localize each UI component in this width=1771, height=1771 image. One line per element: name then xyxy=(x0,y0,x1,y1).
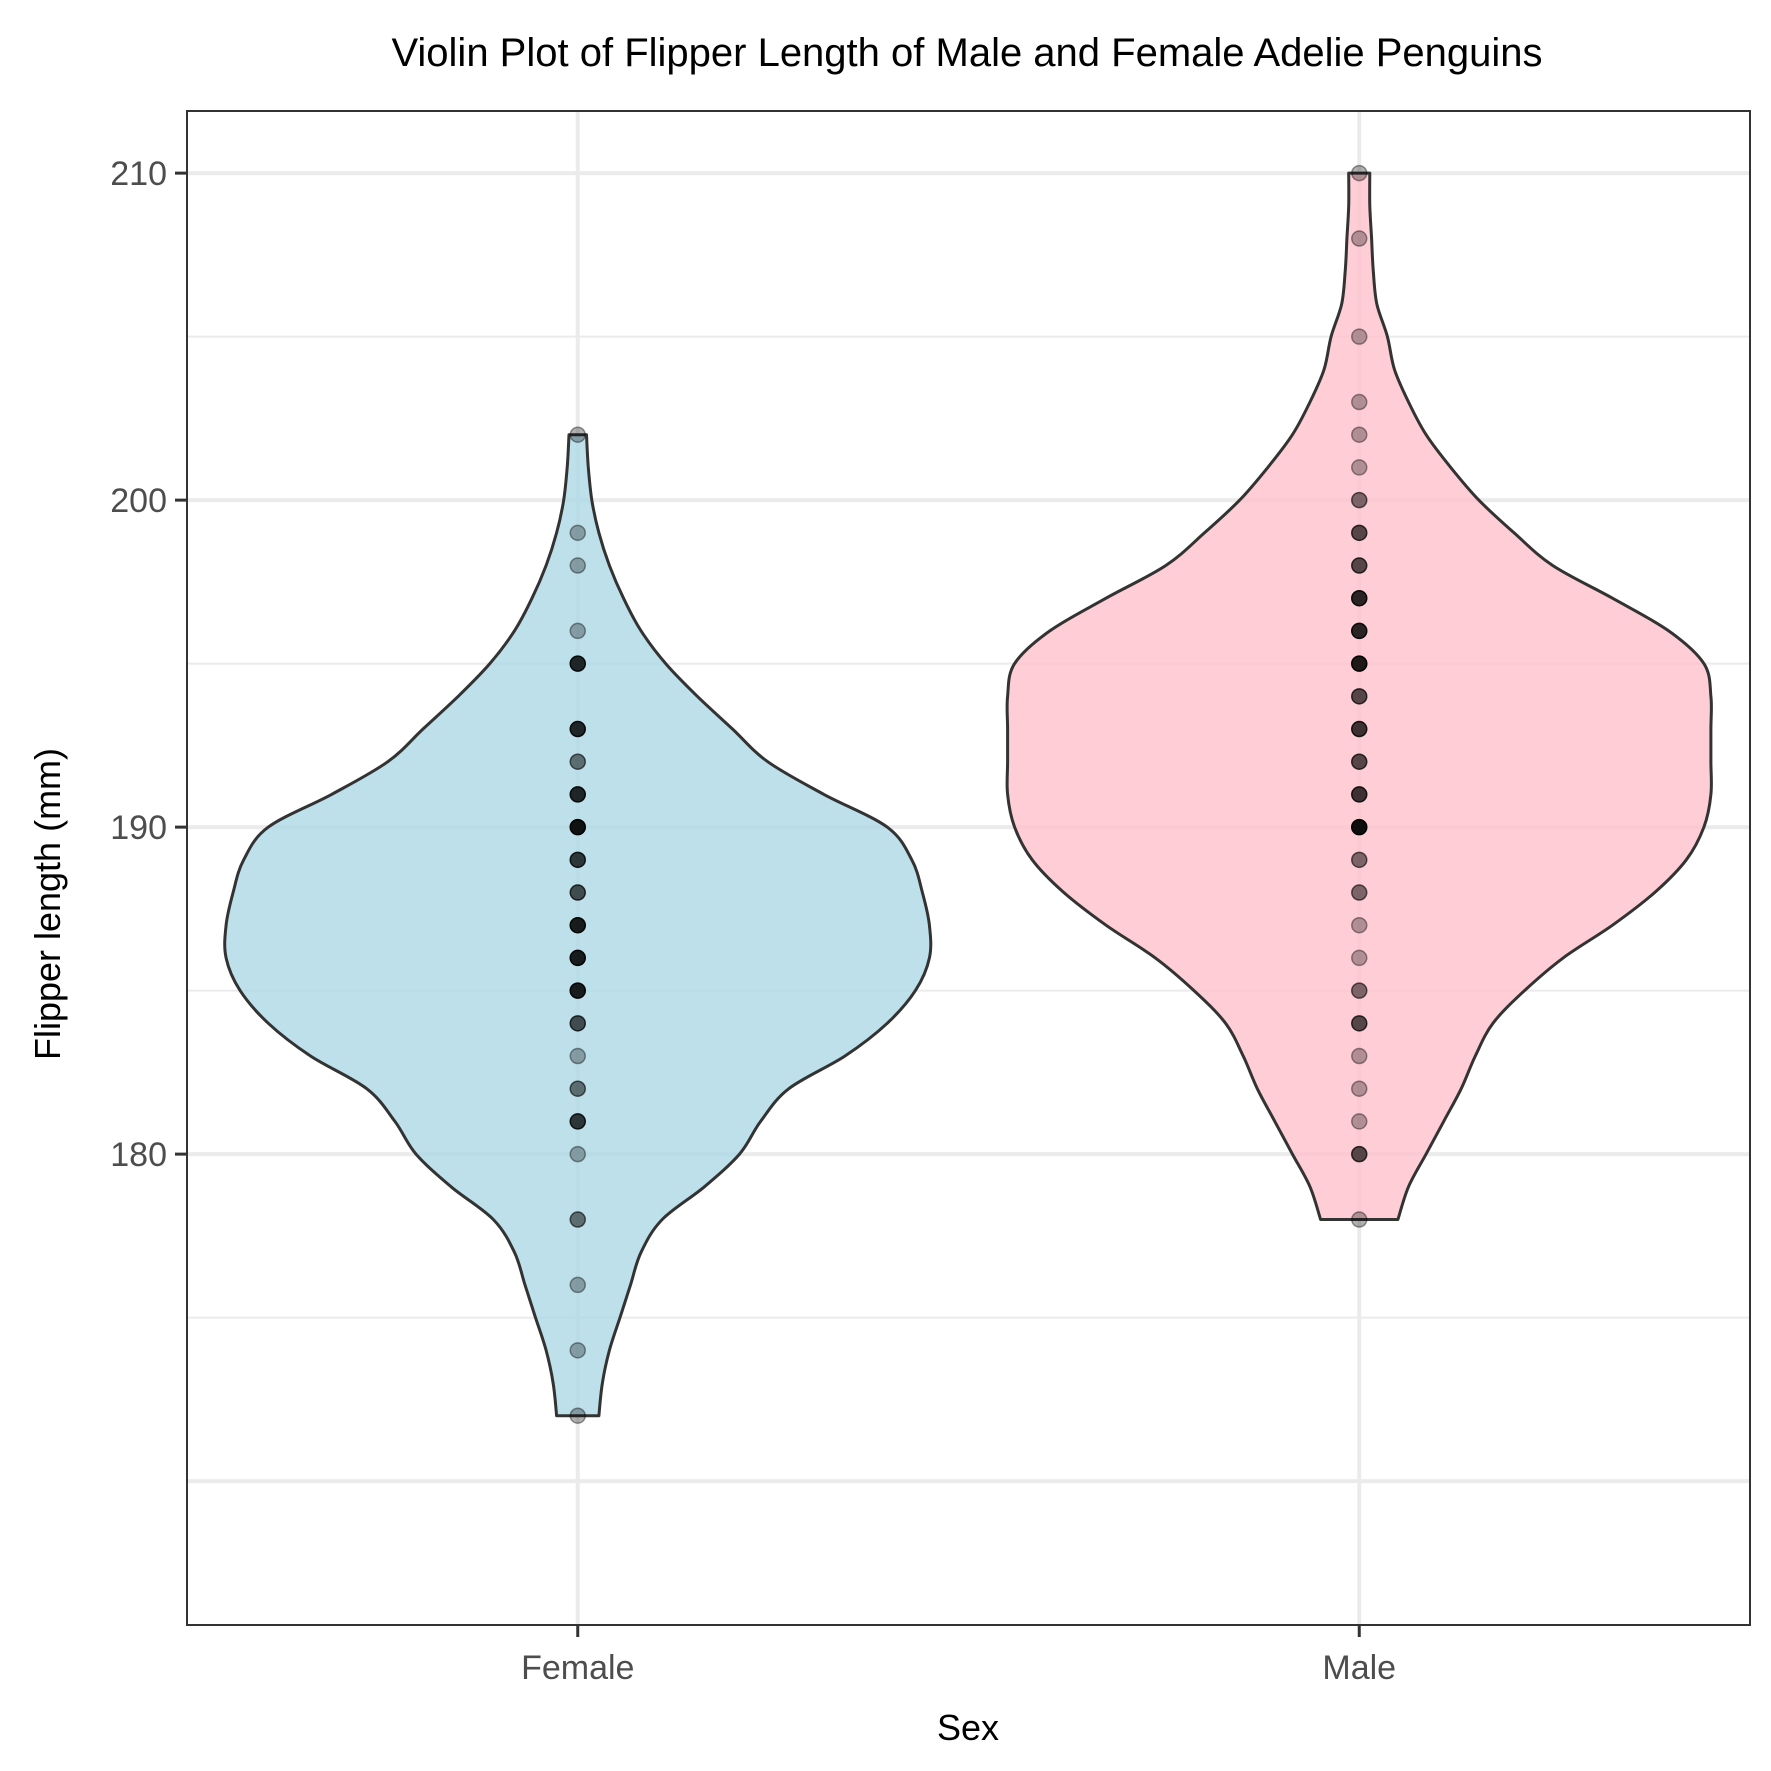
data-point xyxy=(569,524,586,542)
data-point xyxy=(1351,557,1368,574)
data-point xyxy=(569,1015,586,1032)
data-point xyxy=(569,851,586,869)
data-point xyxy=(1351,328,1368,345)
x-axis: Female Male xyxy=(521,1625,1396,1687)
data-point xyxy=(1351,164,1368,182)
data-point xyxy=(569,1211,586,1228)
data-point xyxy=(1351,524,1368,542)
violins xyxy=(223,171,1713,1418)
data-point xyxy=(569,557,586,574)
y-tick-label: 180 xyxy=(110,1136,167,1174)
data-point xyxy=(569,884,586,901)
data-point xyxy=(1351,1211,1368,1228)
data-point xyxy=(569,1145,586,1163)
data-point xyxy=(569,786,586,803)
chart-title: Violin Plot of Flipper Length of Male an… xyxy=(391,31,1542,75)
data-point xyxy=(1351,916,1368,934)
data-point xyxy=(1351,1015,1368,1032)
data-point xyxy=(1351,688,1368,705)
data-point xyxy=(1351,786,1368,803)
data-point xyxy=(1351,982,1368,999)
x-tick-label: Male xyxy=(1322,1649,1396,1687)
x-tick-label: Female xyxy=(521,1649,634,1687)
data-point xyxy=(1351,949,1368,967)
data-point xyxy=(1351,753,1368,770)
data-points xyxy=(569,164,1368,1424)
data-point xyxy=(569,818,586,836)
data-point xyxy=(1351,230,1368,247)
data-point xyxy=(1351,851,1368,869)
data-point xyxy=(1351,589,1368,607)
data-point xyxy=(1351,459,1368,476)
data-point xyxy=(569,1080,586,1097)
data-point xyxy=(569,1407,586,1424)
data-point xyxy=(1351,393,1368,411)
y-tick-label: 200 xyxy=(110,482,167,520)
data-point xyxy=(569,1276,586,1294)
data-point xyxy=(1351,655,1368,672)
data-point xyxy=(1351,818,1368,836)
data-point xyxy=(569,1342,586,1359)
data-point xyxy=(569,982,586,999)
data-point xyxy=(569,949,586,967)
data-point xyxy=(1351,884,1368,901)
data-point xyxy=(1351,1047,1368,1065)
data-point xyxy=(569,1047,586,1065)
data-point xyxy=(569,720,586,738)
y-axis: 180 190 200 210 xyxy=(110,155,187,1174)
y-tick-label: 210 xyxy=(110,155,167,193)
x-axis-title: Sex xyxy=(937,1707,999,1748)
data-point xyxy=(569,622,586,640)
y-axis-title: Flipper length (mm) xyxy=(27,748,68,1060)
data-point xyxy=(1351,720,1368,738)
data-point xyxy=(569,753,586,770)
data-point xyxy=(1351,1080,1368,1097)
plot-panel-border xyxy=(186,110,1751,1626)
data-point xyxy=(569,426,586,443)
data-point xyxy=(1351,1145,1368,1163)
data-point xyxy=(1351,426,1368,443)
data-point xyxy=(1351,491,1368,509)
data-point xyxy=(569,916,586,934)
data-point xyxy=(569,655,586,672)
data-point xyxy=(1351,1113,1368,1130)
data-point xyxy=(569,1113,586,1130)
y-tick-label: 190 xyxy=(110,809,167,847)
data-point xyxy=(1351,622,1368,640)
